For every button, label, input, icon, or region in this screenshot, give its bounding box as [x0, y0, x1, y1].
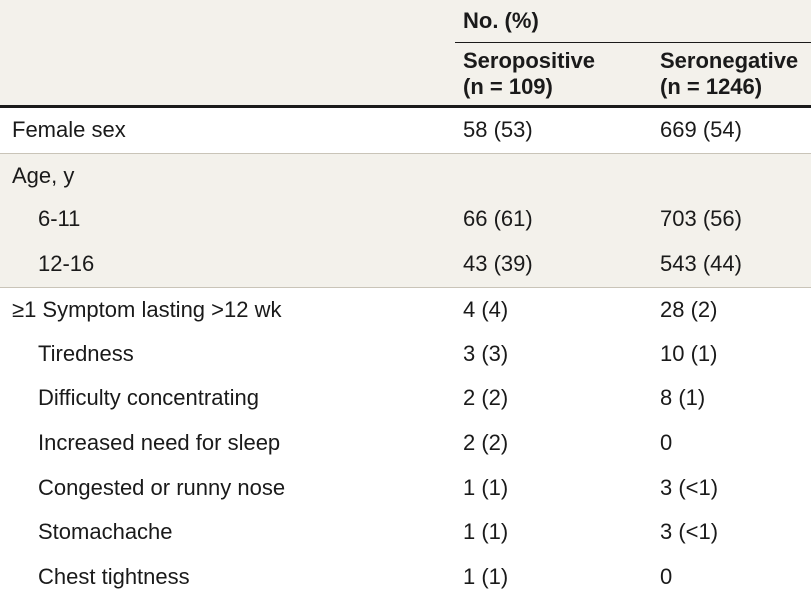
table-row: Age, y	[0, 153, 811, 198]
column-header-line2: (n = 109)	[463, 74, 553, 99]
table-row: ≥1 Symptom lasting >12 wk 4 (4) 28 (2)	[0, 287, 811, 332]
row-label: Increased need for sleep	[38, 430, 281, 456]
seropositive-value: 66 (61)	[463, 206, 533, 232]
seropositive-value: 1 (1)	[463, 519, 509, 545]
seropositive-value: 1 (1)	[463, 564, 509, 590]
table-row: Stomachache 1 (1) 3 (<1)	[0, 510, 811, 555]
column-header-line1: Seronegative	[660, 48, 799, 73]
seronegative-value: 543 (44)	[660, 251, 742, 277]
header-divider	[455, 42, 811, 43]
seropositive-value: 2 (2)	[463, 430, 509, 456]
seronegative-value: 3 (<1)	[660, 475, 719, 501]
seronegative-value: 28 (2)	[660, 296, 718, 322]
column-header-line1: Seropositive	[463, 48, 596, 73]
row-label: 6-11	[38, 206, 81, 232]
seropositive-value: 2 (2)	[463, 385, 509, 411]
seronegative-value: 10 (1)	[660, 341, 718, 367]
column-header-seronegative: Seronegative (n = 1246)	[660, 48, 798, 100]
table-row: Increased need for sleep 2 (2) 0	[0, 421, 811, 466]
seronegative-value: 669 (54)	[660, 117, 742, 143]
table-row: Female sex 58 (53) 669 (54)	[0, 108, 811, 153]
column-header-line2: (n = 1246)	[660, 74, 763, 99]
column-header-seropositive: Seropositive (n = 109)	[463, 48, 595, 100]
seropositive-value: 4 (4)	[463, 296, 509, 322]
row-label: Congested or runny nose	[38, 475, 286, 501]
seropositive-value: 1 (1)	[463, 475, 509, 501]
row-label: Tiredness	[38, 341, 134, 367]
table-row: Congested or runny nose 1 (1) 3 (<1)	[0, 466, 811, 511]
seronegative-value: 0	[660, 430, 673, 456]
seronegative-value: 703 (56)	[660, 206, 742, 232]
row-label: Female sex	[12, 117, 126, 143]
row-label: Chest tightness	[38, 564, 190, 590]
row-label: Age, y	[12, 162, 75, 188]
seronegative-value: 8 (1)	[660, 385, 706, 411]
table-row: Difficulty concentrating 2 (2) 8 (1)	[0, 376, 811, 421]
seronegative-value: 0	[660, 564, 673, 590]
seropositive-value: 58 (53)	[463, 117, 533, 143]
table-row: Tiredness 3 (3) 10 (1)	[0, 332, 811, 377]
table-row: 6-11 66 (61) 703 (56)	[0, 197, 811, 242]
table-row: 12-16 43 (39) 543 (44)	[0, 242, 811, 287]
row-label: ≥1 Symptom lasting >12 wk	[12, 296, 282, 322]
row-label: 12-16	[38, 251, 95, 277]
seronegative-value: 3 (<1)	[660, 519, 719, 545]
row-label: Stomachache	[38, 519, 173, 545]
table-header: No. (%) Seropositive (n = 109) Seronegat…	[0, 0, 811, 108]
table-row: Chest tightness 1 (1) 0	[0, 555, 811, 600]
column-group-label: No. (%)	[463, 8, 539, 33]
row-label: Difficulty concentrating	[38, 385, 259, 411]
seropositive-value: 3 (3)	[463, 341, 509, 367]
seropositive-value: 43 (39)	[463, 251, 533, 277]
